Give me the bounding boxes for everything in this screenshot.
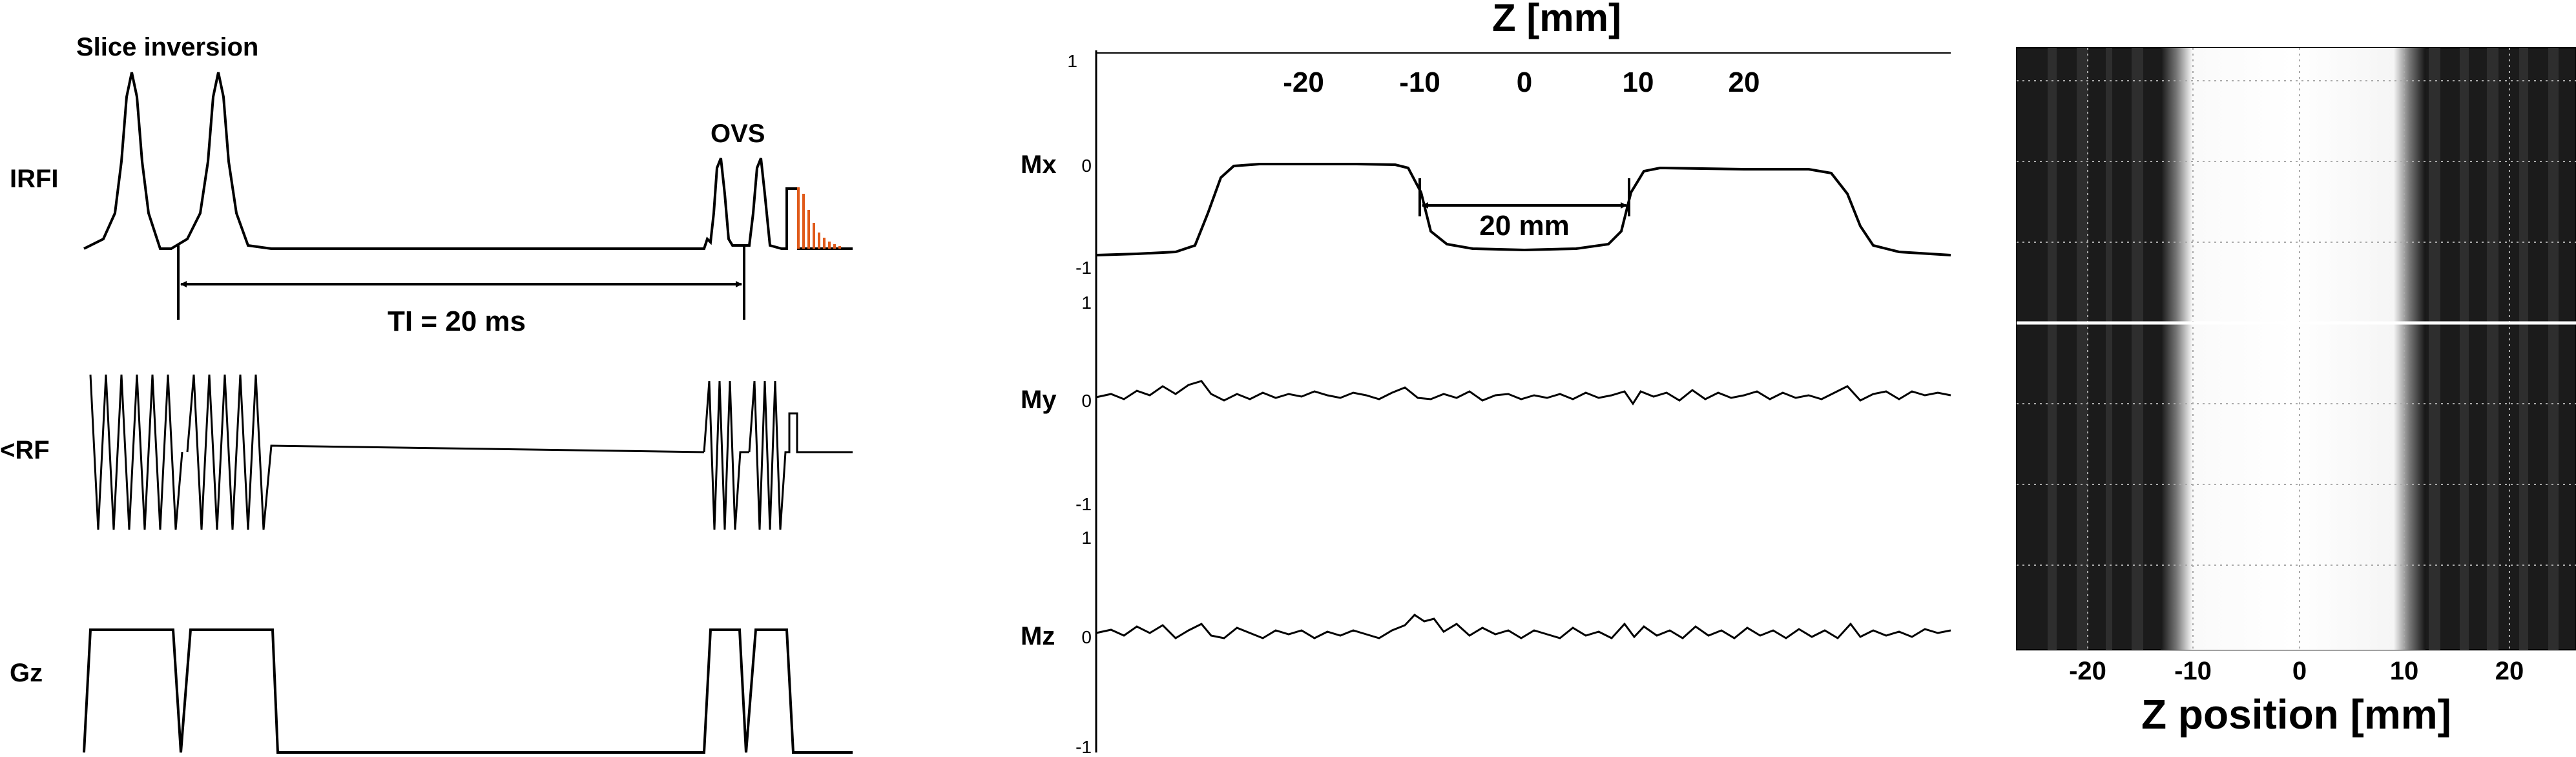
my-label: My bbox=[1021, 386, 1057, 414]
mx-ytick-label: 0 bbox=[1081, 156, 1092, 176]
my-ytick-label: 1 bbox=[1081, 293, 1092, 313]
mx-profile-line bbox=[1096, 163, 1951, 256]
row-label-irfi: IRFI bbox=[10, 165, 59, 193]
my-profile-line bbox=[1096, 380, 1951, 406]
image-panel: -20 -10 0 10 20 Z position [mm] bbox=[2016, 47, 2576, 738]
row-label-rf: <RF bbox=[0, 436, 50, 464]
profile-plots: Z [mm] -20 -10 0 10 20 Mx 1 0 -1 20 mm M… bbox=[1021, 0, 1951, 757]
image-xlabel: Z position [mm] bbox=[2141, 691, 2451, 738]
mx-ytick-label: 1 bbox=[1067, 51, 1077, 71]
image-xtick-label: 20 bbox=[2495, 657, 2524, 685]
mz-ytick-label: -1 bbox=[1075, 737, 1092, 757]
profile-xtick-label: 0 bbox=[1517, 67, 1532, 98]
ovs-label: OVS bbox=[711, 119, 765, 148]
row-label-gz: Gz bbox=[10, 659, 43, 687]
image-stripes bbox=[2048, 48, 2559, 650]
pulse-sequence-diagram: Slice inversion OVS IRFI <RF Gz TI = 20 … bbox=[0, 33, 853, 754]
mz-profile-line bbox=[1096, 614, 1951, 639]
image-xtick-label: 0 bbox=[2292, 657, 2307, 685]
image-gridlines bbox=[2017, 48, 2576, 650]
image-bright-band bbox=[2161, 48, 2425, 650]
rf-waveform bbox=[89, 374, 853, 530]
profile-xtick-label: -20 bbox=[1283, 67, 1324, 98]
my-ytick-label: 0 bbox=[1081, 391, 1092, 411]
my-ytick-label: -1 bbox=[1075, 494, 1092, 514]
width-label: 20 mm bbox=[1479, 210, 1569, 242]
mz-ytick-label: 1 bbox=[1081, 528, 1092, 548]
profiles-title: Z [mm] bbox=[1492, 0, 1621, 39]
spoiler-bars bbox=[797, 187, 841, 249]
mx-ytick-label: -1 bbox=[1075, 258, 1092, 278]
mz-label: Mz bbox=[1021, 622, 1055, 650]
gz-waveform bbox=[83, 628, 853, 754]
profile-xtick-label: 20 bbox=[1729, 67, 1760, 98]
slice-inversion-label: Slice inversion bbox=[76, 33, 258, 61]
profile-xtick-label: 10 bbox=[1623, 67, 1654, 98]
image-xtick-label: -20 bbox=[2069, 657, 2106, 685]
image-xtick-label: 10 bbox=[2390, 657, 2419, 685]
profile-xtick-label: -10 bbox=[1399, 67, 1440, 98]
mx-label: Mx bbox=[1021, 150, 1057, 179]
irfi-waveform bbox=[83, 72, 853, 250]
ti-label: TI = 20 ms bbox=[388, 306, 526, 337]
image-xtick-label: -10 bbox=[2174, 657, 2212, 685]
mz-ytick-label: 0 bbox=[1081, 627, 1092, 647]
